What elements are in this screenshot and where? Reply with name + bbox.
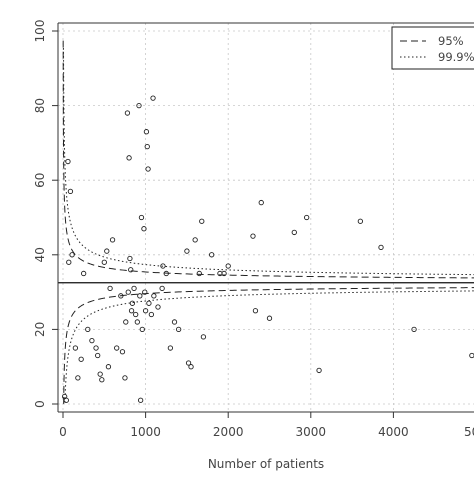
- data-point: [66, 159, 70, 163]
- data-point: [168, 346, 172, 350]
- data-point: [149, 312, 153, 316]
- x-tick-label: 1000: [130, 425, 161, 439]
- data-point: [317, 368, 321, 372]
- limit-curve-999-upper: [64, 48, 474, 275]
- x-axis-title: Number of patients: [208, 457, 324, 471]
- data-point: [189, 365, 193, 369]
- data-point: [64, 398, 68, 402]
- data-point: [67, 260, 71, 264]
- data-point: [145, 144, 149, 148]
- limit-curve-999-lower: [65, 291, 474, 403]
- data-point: [144, 130, 148, 134]
- data-point: [358, 219, 362, 223]
- data-point: [102, 260, 106, 264]
- data-point: [94, 346, 98, 350]
- data-point: [151, 96, 155, 100]
- legend-label: 99.9%: [438, 50, 474, 64]
- x-tick-label: 0: [59, 425, 67, 439]
- data-point: [259, 200, 263, 204]
- y-tick-label: 40: [33, 247, 47, 262]
- y-tick-label: 80: [33, 98, 47, 113]
- data-points: [62, 96, 474, 403]
- data-point: [267, 316, 271, 320]
- data-point: [108, 286, 112, 290]
- data-point: [292, 230, 296, 234]
- data-point: [130, 301, 134, 305]
- data-point: [251, 234, 255, 238]
- data-point: [126, 290, 130, 294]
- data-point: [156, 305, 160, 309]
- data-point: [129, 309, 133, 313]
- data-point: [120, 350, 124, 354]
- data-point: [185, 249, 189, 253]
- data-point: [135, 320, 139, 324]
- data-point: [76, 376, 80, 380]
- data-point: [138, 398, 142, 402]
- data-point: [470, 353, 474, 357]
- legend-label: 95%: [438, 34, 464, 48]
- data-point: [90, 338, 94, 342]
- data-point: [100, 378, 104, 382]
- x-tick-label: 3000: [296, 425, 327, 439]
- legend: 95% 99.9%: [392, 27, 474, 69]
- control-limit-curves: [58, 41, 474, 404]
- limit-curve-95-lower: [64, 288, 474, 404]
- data-point: [98, 372, 102, 376]
- data-point: [79, 357, 83, 361]
- data-point: [304, 215, 308, 219]
- data-point: [110, 238, 114, 242]
- grid-lines: [58, 23, 474, 412]
- data-point: [147, 301, 151, 305]
- y-tick-label: 100: [33, 20, 47, 43]
- y-tick-label: 20: [33, 322, 47, 337]
- data-point: [127, 156, 131, 160]
- data-point: [160, 286, 164, 290]
- data-point: [379, 245, 383, 249]
- data-point: [81, 271, 85, 275]
- data-point: [201, 335, 205, 339]
- data-point: [73, 346, 77, 350]
- y-tick-label: 0: [33, 400, 47, 408]
- data-point: [132, 286, 136, 290]
- data-point: [172, 320, 176, 324]
- x-tick-label: 50: [464, 425, 474, 439]
- data-point: [114, 346, 118, 350]
- x-tick-label: 4000: [378, 425, 409, 439]
- data-point: [68, 189, 72, 193]
- limit-curve-95-upper: [63, 41, 474, 278]
- data-point: [253, 309, 257, 313]
- data-point: [200, 219, 204, 223]
- data-point: [146, 167, 150, 171]
- data-point: [193, 238, 197, 242]
- data-point: [152, 294, 156, 298]
- data-point: [139, 215, 143, 219]
- data-point: [123, 376, 127, 380]
- data-point: [128, 256, 132, 260]
- data-point: [133, 312, 137, 316]
- data-point: [106, 365, 110, 369]
- y-tick-label: 60: [33, 173, 47, 188]
- data-point: [95, 353, 99, 357]
- data-point: [138, 294, 142, 298]
- data-point: [105, 249, 109, 253]
- data-point: [125, 111, 129, 115]
- x-tick-label: 2000: [213, 425, 244, 439]
- data-point: [124, 320, 128, 324]
- data-point: [197, 271, 201, 275]
